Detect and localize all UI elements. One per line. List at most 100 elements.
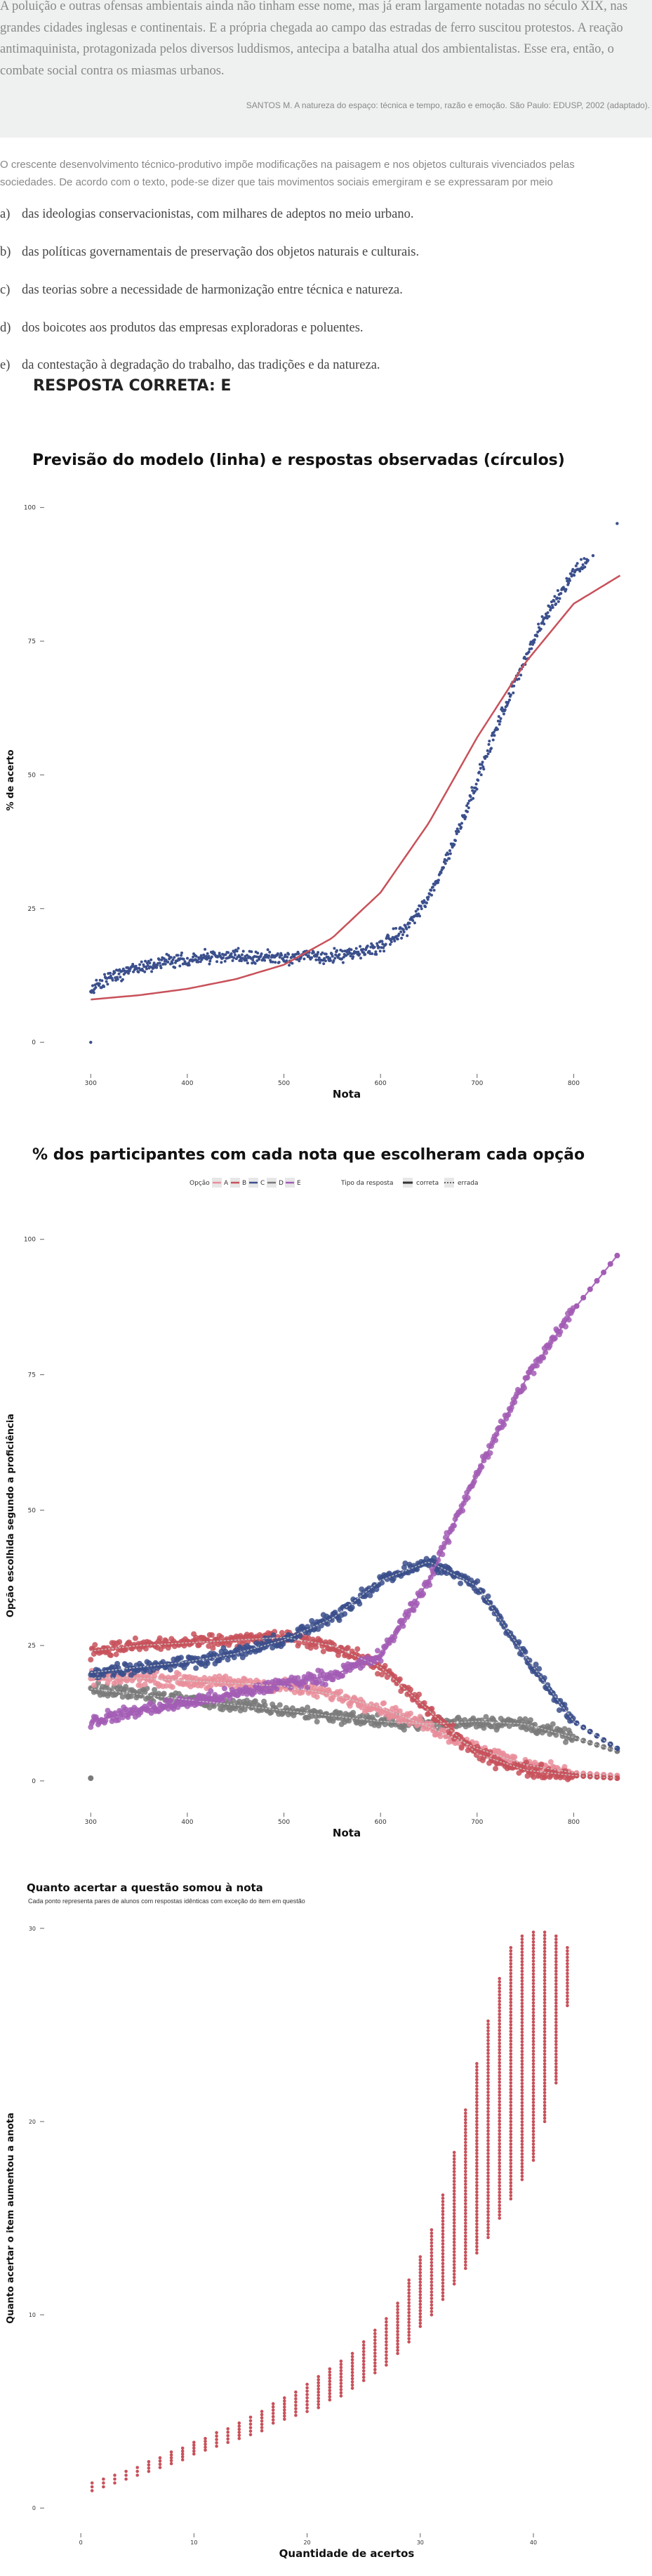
pair-point xyxy=(317,2374,321,2379)
observed-point xyxy=(559,592,563,595)
observed-point xyxy=(455,832,458,836)
observed-point xyxy=(470,786,474,789)
pair-point xyxy=(317,2403,321,2407)
pair-point xyxy=(385,2363,388,2367)
series-D-points xyxy=(88,1680,620,1754)
pair-point xyxy=(498,2025,501,2029)
pair-point xyxy=(554,2062,558,2065)
pair-point xyxy=(475,2228,479,2233)
pair-point xyxy=(475,2100,479,2104)
pair-point xyxy=(361,2372,366,2376)
observed-point xyxy=(192,955,195,959)
pair-point xyxy=(520,2002,524,2005)
pair-point xyxy=(509,1969,513,1972)
pair-point xyxy=(475,2145,479,2149)
series-point xyxy=(522,1649,528,1655)
pair-point xyxy=(430,2296,434,2301)
series-point xyxy=(437,1733,444,1740)
pair-point xyxy=(430,2263,434,2268)
pair-point xyxy=(531,1972,535,1976)
pair-point xyxy=(430,2251,434,2254)
x-tick-label: 0 xyxy=(79,2539,83,2546)
pair-point xyxy=(452,2240,456,2244)
pair-point xyxy=(498,2119,501,2123)
pair-point xyxy=(566,1961,569,1966)
pair-point xyxy=(407,2324,411,2327)
pair-point xyxy=(441,2200,445,2204)
series-point xyxy=(382,1721,388,1728)
pair-point xyxy=(486,2197,490,2201)
pair-point xyxy=(498,2110,501,2113)
pair-point xyxy=(385,2350,388,2354)
pair-point xyxy=(90,2485,94,2489)
y-axis-label: Quanto acertar o item aumentou a anota xyxy=(6,2112,16,2323)
pair-point xyxy=(509,2164,513,2169)
pair-point xyxy=(498,2106,501,2110)
pair-point xyxy=(441,2259,445,2262)
x-axis-label: Nota xyxy=(333,1088,361,1100)
pair-point xyxy=(543,1946,547,1950)
option-letter: d) xyxy=(0,321,11,335)
observed-point xyxy=(126,969,129,973)
observed-point xyxy=(546,611,550,615)
pair-point xyxy=(554,1979,558,1983)
pair-point xyxy=(407,2291,411,2295)
series-C-points xyxy=(88,1555,620,1752)
observed-point xyxy=(414,909,418,913)
series-point xyxy=(498,1615,504,1622)
pair-point xyxy=(373,2361,377,2365)
pair-point xyxy=(464,2218,467,2222)
pair-point xyxy=(475,2226,479,2229)
pair-point xyxy=(475,2087,479,2091)
pair-point xyxy=(498,2018,501,2023)
pair-point xyxy=(543,2084,547,2088)
observed-point xyxy=(146,964,149,967)
pair-point xyxy=(464,2260,467,2264)
series-point xyxy=(524,1759,529,1766)
y-tick-label: 25 xyxy=(28,1643,36,1650)
pair-point xyxy=(396,2329,399,2334)
pair-point xyxy=(520,1938,524,1941)
pair-point xyxy=(498,2002,501,2006)
observed-point xyxy=(419,905,423,908)
pair-point xyxy=(396,2317,399,2321)
pair-point xyxy=(441,2268,445,2272)
series-point xyxy=(338,1688,344,1695)
pair-point xyxy=(373,2328,377,2332)
observed-point xyxy=(329,959,332,962)
pair-point xyxy=(498,1990,501,1993)
observed-point xyxy=(578,570,582,573)
pair-point xyxy=(418,2258,423,2262)
pair-point xyxy=(373,2371,377,2374)
y-tick-label: 50 xyxy=(28,1507,36,1514)
series-point xyxy=(487,1600,493,1606)
pair-point xyxy=(407,2298,411,2301)
observed-point xyxy=(341,961,345,964)
pair-point xyxy=(441,2235,445,2240)
pair-point xyxy=(328,2367,332,2371)
legend-label: B xyxy=(242,1180,246,1187)
pair-point xyxy=(350,2383,354,2387)
pair-point xyxy=(475,2235,479,2239)
pair-point xyxy=(543,1969,547,1973)
series-point xyxy=(402,1560,408,1566)
pair-point xyxy=(180,2458,185,2462)
series-point xyxy=(536,1666,543,1672)
pair-point xyxy=(486,2112,490,2117)
pair-point xyxy=(407,2311,411,2315)
pair-point xyxy=(464,2202,467,2206)
observed-point xyxy=(245,959,248,962)
series-point xyxy=(502,1622,508,1629)
series-point xyxy=(115,1717,121,1723)
observed-point xyxy=(418,914,421,918)
pair-point xyxy=(543,1972,547,1976)
observed-point xyxy=(508,698,511,702)
pair-point xyxy=(498,1986,501,1990)
pair-point xyxy=(520,2107,524,2111)
observed-point xyxy=(378,949,382,953)
pair-point xyxy=(486,2155,490,2159)
pair-point xyxy=(418,2289,423,2294)
pair-point xyxy=(520,2143,524,2146)
pair-point xyxy=(475,2193,479,2197)
chart3-subtitle: Cada ponto representa pares de alunos co… xyxy=(28,1898,305,1905)
